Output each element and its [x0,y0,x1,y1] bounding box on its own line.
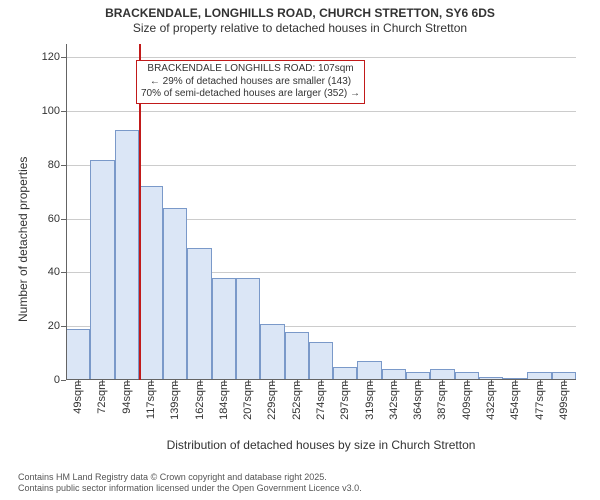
footer-line2: Contains public sector information licen… [18,483,362,494]
chart-title-line1: BRACKENDALE, LONGHILLS ROAD, CHURCH STRE… [0,6,600,21]
x-tick-label: 477sqm [534,381,546,420]
histogram-bar [66,329,90,380]
x-axis-label: Distribution of detached houses by size … [167,438,476,452]
y-tick-label: 120 [42,51,66,63]
y-axis-label: Number of detached properties [16,157,30,322]
histogram-bar [260,324,284,380]
histogram-bar [309,342,333,380]
histogram-bar [139,186,163,380]
x-tick-label: 274sqm [315,381,327,420]
y-axis-line [66,44,67,380]
x-tick-label: 184sqm [218,381,230,420]
x-tick-label: 297sqm [339,381,351,420]
x-tick-label: 162sqm [194,381,206,420]
x-tick-label: 454sqm [509,381,521,420]
x-tick-label: 207sqm [242,381,254,420]
annotation-callout: BRACKENDALE LONGHILLS ROAD: 107sqm← 29% … [136,60,365,104]
histogram-bar [333,367,357,380]
histogram-bar [187,248,211,380]
x-tick-label: 499sqm [558,381,570,420]
y-tick-label: 100 [42,105,66,117]
y-tick-label: 0 [54,374,66,386]
histogram-bar [163,208,187,380]
y-tick-label: 80 [48,159,66,171]
y-tick-label: 60 [48,213,66,225]
x-tick-label: 139sqm [169,381,181,420]
gridline [66,165,576,166]
histogram-bar [357,361,381,380]
footer-line1: Contains HM Land Registry data © Crown c… [18,472,362,483]
annotation-line: BRACKENDALE LONGHILLS ROAD: 107sqm [141,63,360,76]
y-tick-label: 20 [48,320,66,332]
x-tick-label: 364sqm [412,381,424,420]
x-tick-label: 252sqm [291,381,303,420]
x-tick-label: 387sqm [436,381,448,420]
annotation-line: 70% of semi-detached houses are larger (… [141,88,360,101]
x-tick-label: 49sqm [72,381,84,414]
figure-container: BRACKENDALE, LONGHILLS ROAD, CHURCH STRE… [0,0,600,500]
x-axis-line [66,379,576,380]
histogram-bar [212,278,236,380]
x-tick-label: 94sqm [121,381,133,414]
y-tick-label: 40 [48,266,66,278]
chart-plot-area: 02040608010012049sqm72sqm94sqm117sqm139s… [66,44,576,380]
histogram-bar [285,332,309,380]
histogram-bar [236,278,260,380]
x-tick-label: 117sqm [145,381,157,419]
x-tick-label: 229sqm [266,381,278,420]
x-tick-label: 409sqm [461,381,473,420]
x-tick-label: 319sqm [364,381,376,420]
attribution-footer: Contains HM Land Registry data © Crown c… [18,472,362,494]
chart-title-block: BRACKENDALE, LONGHILLS ROAD, CHURCH STRE… [0,0,600,36]
x-tick-label: 72sqm [96,381,108,414]
histogram-bar [115,130,139,380]
annotation-line: ← 29% of detached houses are smaller (14… [141,76,360,89]
x-tick-label: 432sqm [485,381,497,420]
chart-title-line2: Size of property relative to detached ho… [0,21,600,36]
histogram-bar [90,160,114,380]
x-tick-label: 342sqm [388,381,400,420]
gridline [66,57,576,58]
gridline [66,111,576,112]
